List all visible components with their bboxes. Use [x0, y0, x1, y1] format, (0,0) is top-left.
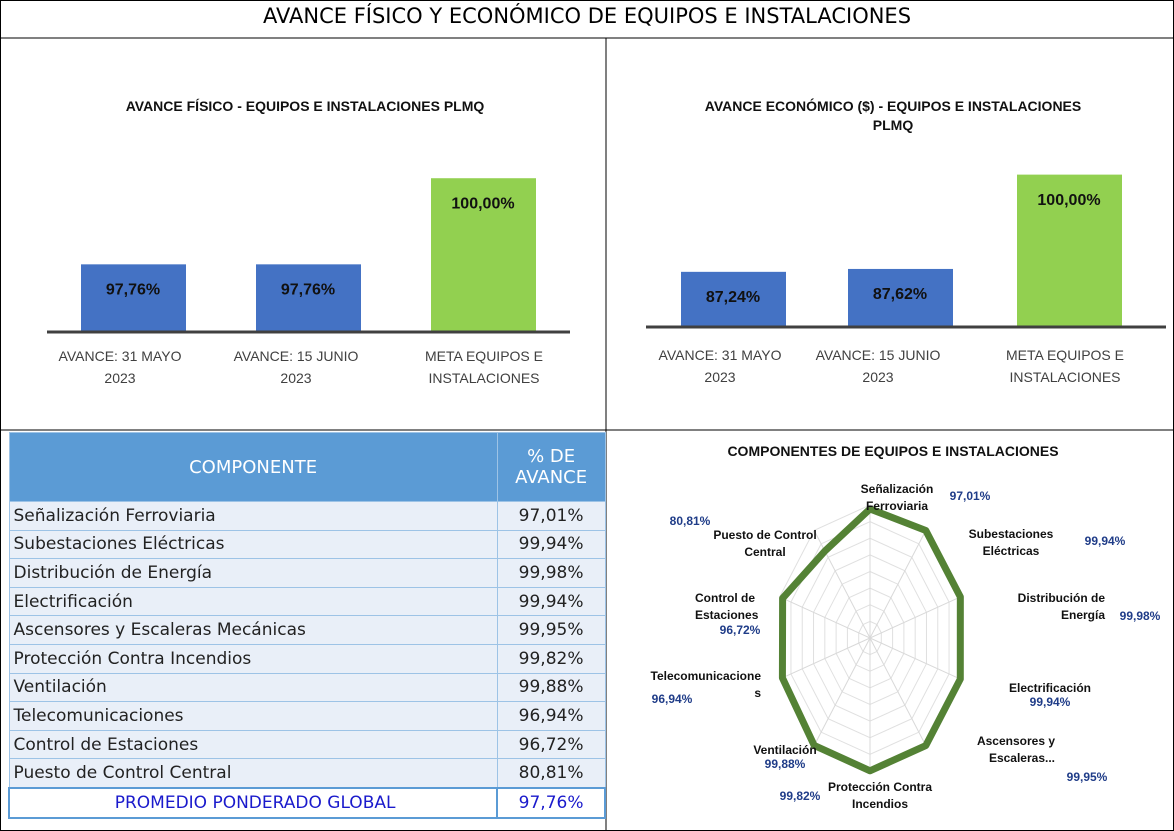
- spoke: [779, 637, 871, 680]
- chart-title: COMPONENTES DE EQUIPOS E INSTALACIONES: [727, 443, 1059, 459]
- table-cell: Puesto de Control Central: [8, 758, 498, 789]
- x-tick-label: AVANCE: 31 MAYO 2023: [658, 347, 782, 385]
- table-row: Electrificación 99,94%: [8, 586, 606, 617]
- bar: [256, 264, 361, 332]
- axis-label: Distribución de Energía: [1017, 591, 1105, 622]
- chart-title: AVANCE FÍSICO - EQUIPOS E INSTALACIONES …: [125, 98, 485, 114]
- table-cell: Electrificación: [8, 586, 498, 617]
- table-cell: 97,76%: [496, 786, 606, 819]
- value-label: 99,88%: [764, 757, 806, 771]
- bar: [81, 264, 186, 332]
- table-cell: 96,72%: [496, 729, 606, 760]
- value-label: 99,94%: [1084, 534, 1126, 548]
- table-cell: 96,94%: [496, 701, 606, 731]
- axis-label: Protección Contra Incendios: [827, 780, 932, 811]
- value-label: 99,95%: [1066, 770, 1108, 784]
- axis-label: Control de Estaciones: [695, 591, 759, 622]
- table-row: Puesto de Control Central 80,81%: [8, 758, 606, 789]
- x-tick-label: AVANCE: 15 JUNIO 2023: [815, 347, 941, 385]
- bar-label: 100,00%: [1037, 192, 1100, 209]
- component-table: COMPONENTE % DE AVANCE Señalización Ferr…: [7, 432, 606, 819]
- value-label: 99,82%: [779, 789, 821, 803]
- table-cell: Telecomunicaciones: [8, 701, 498, 731]
- spoke: [869, 596, 961, 639]
- x-tick-label: META EQUIPOS E INSTALACIONES: [425, 348, 543, 386]
- axis-label: Señalización Ferroviaria: [860, 482, 934, 513]
- value-label: 96,94%: [651, 692, 693, 706]
- axis-label: Ascensores y Escaleras...: [976, 734, 1055, 765]
- axis-label: Ventilación: [753, 743, 817, 757]
- spoke: [869, 530, 927, 639]
- table-cell: Señalización Ferroviaria: [8, 501, 498, 531]
- bar: [1017, 174, 1122, 327]
- table-cell: 99,88%: [496, 672, 606, 703]
- table-row: Señalización Ferroviaria 97,01%: [8, 501, 606, 531]
- table-cell: 80,81%: [496, 758, 606, 789]
- table-row: Ascensores y Escaleras Mecánicas 99,95%: [8, 615, 606, 645]
- spoke: [869, 637, 961, 680]
- table-cell: Subestaciones Eléctricas: [8, 529, 498, 560]
- table-cell: Control de Estaciones: [8, 729, 498, 760]
- table-row: Ventilación 99,88%: [8, 672, 606, 703]
- table-row: Control de Estaciones 96,72%: [8, 729, 606, 760]
- x-tick-label: AVANCE: 15 JUNIO 2023: [233, 348, 359, 386]
- value-label: 96,72%: [719, 623, 761, 637]
- bar: [681, 271, 786, 327]
- axis-label: Electrificación: [1008, 681, 1092, 695]
- bar: [431, 178, 536, 332]
- value-label: 99,98%: [1119, 609, 1161, 623]
- table-row: PROMEDIO PONDERADO GLOBAL 97,76%: [7, 786, 606, 819]
- value-label: 99,94%: [1029, 695, 1071, 709]
- table-row: Subestaciones Eléctricas 99,94%: [8, 529, 606, 560]
- axis-label: Telecomunicaciones: [650, 669, 761, 700]
- value-label: 80,81%: [669, 514, 711, 528]
- bar-label: 87,62%: [873, 286, 927, 303]
- spoke: [813, 637, 871, 746]
- spoke: [869, 637, 927, 746]
- table-row: Protección Contra Incendios 99,82%: [8, 643, 606, 674]
- chart-title: AVANCE ECONÓMICO ($) - EQUIPOS E INSTALA…: [704, 98, 1082, 133]
- bar-label: 100,00%: [451, 195, 514, 212]
- table-cell: Ventilación: [8, 672, 498, 703]
- x-tick-label: META EQUIPOS E INSTALACIONES: [1006, 347, 1124, 385]
- table-cell: Protección Contra Incendios: [8, 643, 498, 674]
- page-title: AVANCE FÍSICO Y ECONÓMICO DE EQUIPOS E I…: [262, 4, 912, 28]
- table-cell: Distribución de Energía: [8, 558, 498, 588]
- table-cell: 99,94%: [496, 586, 606, 617]
- radar-line: [778, 505, 964, 775]
- table-row: Distribución de Energía 99,98%: [8, 558, 606, 588]
- table-cell: PROMEDIO PONDERADO GLOBAL: [7, 786, 499, 819]
- value-label: 97,01%: [949, 489, 991, 503]
- table-row: Telecomunicaciones 96,94%: [8, 701, 606, 731]
- table-cell: 99,82%: [496, 643, 606, 674]
- axis-label: Subestaciones Eléctricas: [968, 527, 1054, 558]
- table-cell: 97,01%: [496, 501, 606, 531]
- table-cell: 99,98%: [496, 558, 606, 588]
- table-cell: Ascensores y Escaleras Mecánicas: [8, 615, 498, 645]
- spoke: [779, 596, 871, 639]
- table-cell: 99,94%: [496, 529, 606, 560]
- bar-label: 97,76%: [106, 282, 160, 299]
- bar-label: 97,76%: [281, 282, 335, 299]
- header-cell: COMPONENTE: [8, 432, 498, 502]
- bar-label: 87,24%: [706, 289, 760, 306]
- header-cell: % DE AVANCE: [496, 432, 606, 502]
- bar: [848, 268, 953, 327]
- table-cell: 99,95%: [496, 615, 606, 645]
- x-tick-label: AVANCE: 31 MAYO 2023: [58, 348, 182, 386]
- axis-label: Puesto de Control Central: [713, 528, 817, 559]
